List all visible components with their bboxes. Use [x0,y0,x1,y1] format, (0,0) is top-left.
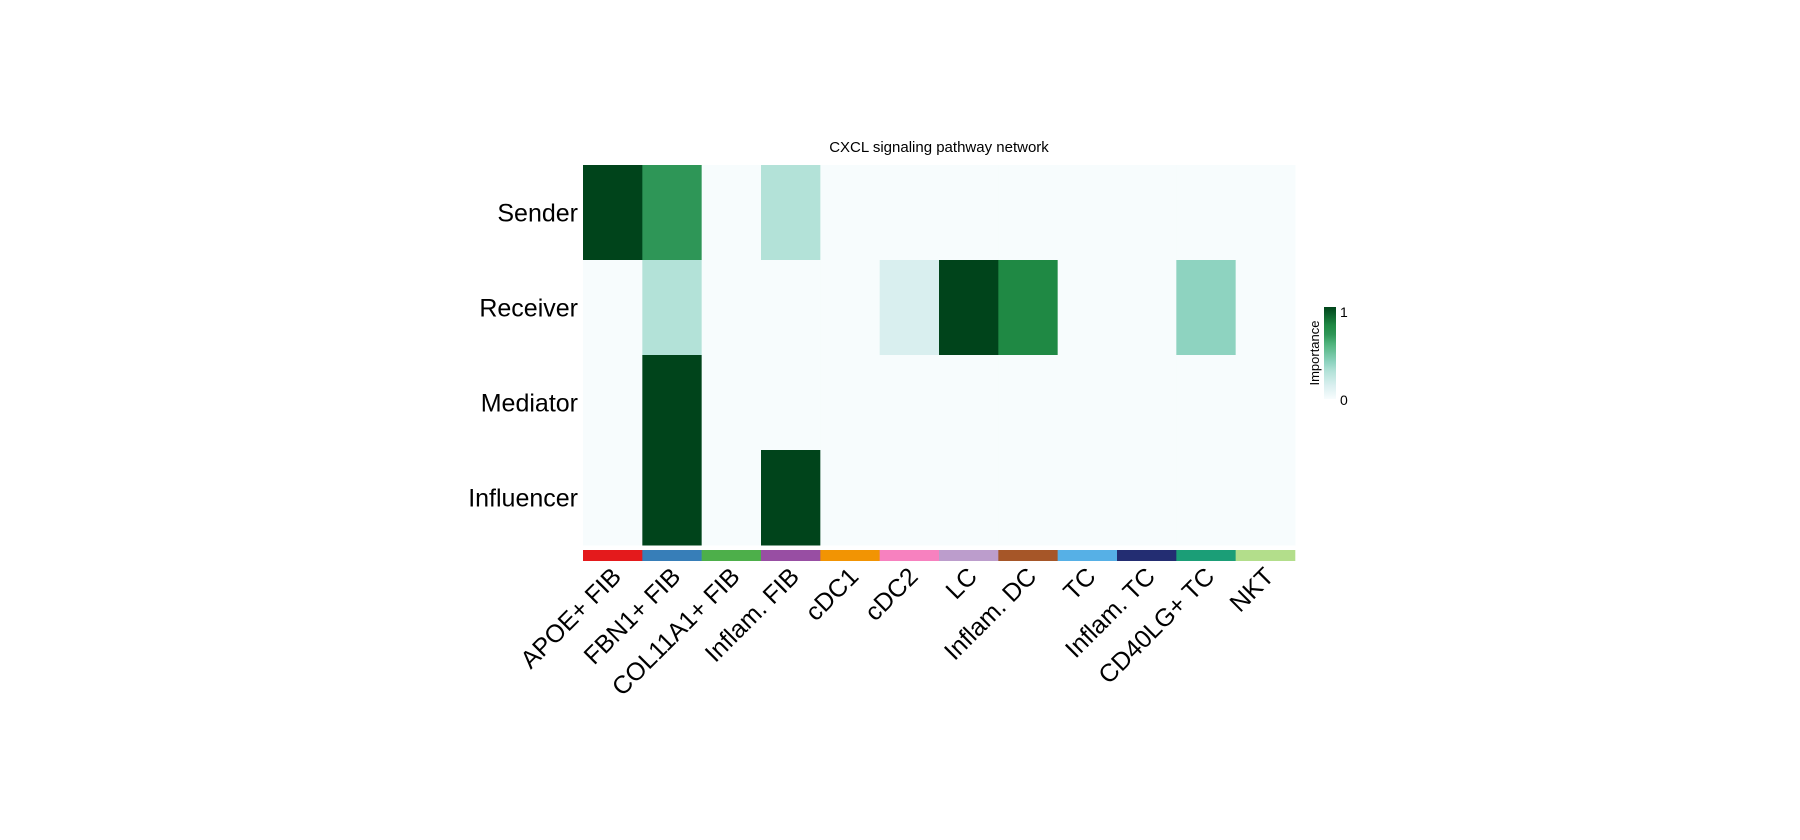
heatmap-cell [761,450,821,546]
column-annotation-cell [1235,550,1296,561]
heatmap-cell [939,450,999,546]
heatmap-cell [1235,165,1296,261]
column-annotation-cell [1117,550,1177,561]
heatmap-cell [583,450,643,546]
column-label: LC [941,562,983,604]
heatmap-cell [820,450,881,546]
column-annotation-cell [820,550,880,561]
heatmap-cell [820,355,881,451]
heatmap-cell [998,355,1059,451]
column-annotation-cell [998,550,1058,561]
heatmap-cell [1176,260,1237,356]
row-label: Mediator [481,390,578,418]
heatmap-cell [820,260,881,356]
heatmap-cell [642,260,703,356]
heatmap-cell [1057,355,1118,451]
heatmap-cell [998,450,1059,546]
column-annotation-cell [1057,550,1118,561]
row-label: Sender [497,200,578,228]
heatmap-cell [1057,260,1118,356]
heatmap-cell [879,260,940,356]
heatmap-cell [1057,165,1118,261]
column-label: cDC2 [860,562,924,626]
heatmap-cell [761,260,821,356]
heatmap-cell [701,260,762,356]
heatmap-cell [583,260,643,356]
legend-min-label: 0 [1340,392,1348,408]
row-labels: Sender Receiver Mediator Influencer [468,200,578,513]
heatmap-cell [1117,165,1177,261]
heatmap-cell [1117,260,1177,356]
heatmap-cells [583,165,1296,546]
column-label: cDC1 [800,562,864,626]
column-annotation-cell [879,550,940,561]
heatmap-cell [1235,450,1296,546]
row-label: Receiver [479,295,578,323]
column-annotation-bar [583,550,1296,561]
heatmap-cell [1235,260,1296,356]
heatmap-cell [879,450,940,546]
column-annotation-cell [761,550,821,561]
column-annotation-cell [1176,550,1236,561]
heatmap-cell [1235,355,1296,451]
heatmap-cell [1117,355,1177,451]
heatmap-cell [583,355,643,451]
heatmap-cell [583,165,643,261]
heatmap-cell [1057,450,1118,546]
column-annotation-cell [701,550,762,561]
column-annotation-cell [939,550,999,561]
heatmap-cell [879,165,940,261]
legend-max-label: 1 [1340,304,1348,320]
row-label: Influencer [468,485,578,513]
heatmap-cell [642,355,703,451]
heatmap-cell [939,260,999,356]
heatmap-cell [701,165,762,261]
heatmap-cell [939,165,999,261]
column-label: NKT [1224,562,1279,617]
heatmap-cell [1176,450,1237,546]
column-label: TC [1058,562,1101,605]
heatmap-cell [998,165,1059,261]
heatmap-cell [642,165,703,261]
chart-title: CXCL signaling pathway network [829,139,1049,156]
heatmap-cell [761,165,821,261]
heatmap-cell [998,260,1059,356]
heatmap-cell [1176,165,1237,261]
heatmap-cell [820,165,881,261]
heatmap-cell [761,355,821,451]
heatmap-cell [1117,450,1177,546]
heatmap-cell [1176,355,1237,451]
legend: Importance 1 0 [1307,304,1348,408]
column-annotation-cell [583,550,643,561]
legend-title: Importance [1307,320,1322,385]
column-annotation-cell [642,550,702,561]
heatmap-cell [642,450,703,546]
heatmap-cell [701,450,762,546]
heatmap-cell [879,355,940,451]
heatmap-cell [701,355,762,451]
legend-colorbar [1324,307,1336,399]
heatmap-cell [939,355,999,451]
